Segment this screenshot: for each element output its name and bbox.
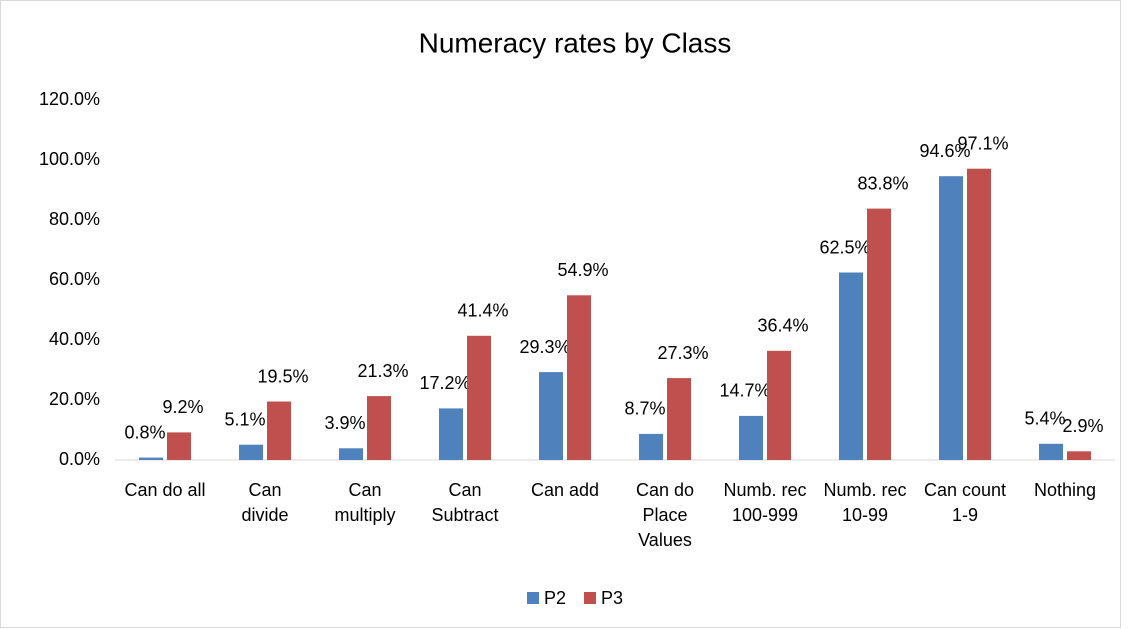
data-label: 5.4% (1024, 409, 1065, 429)
x-tick-label: Can do all (124, 480, 206, 500)
bar (567, 295, 591, 460)
data-label: 54.9% (557, 260, 608, 280)
legend-swatch (584, 592, 596, 604)
x-tick-label: Can Subtract (431, 480, 499, 525)
x-tick-label: Can multiply (334, 480, 396, 525)
y-tick-label: 80.0% (49, 209, 100, 229)
data-label: 29.3% (519, 337, 570, 357)
y-tick-label: 40.0% (49, 329, 100, 349)
data-label: 2.9% (1062, 416, 1103, 436)
bar (839, 272, 863, 460)
data-label: 3.9% (324, 413, 365, 433)
bar (739, 415, 763, 460)
bar (967, 168, 991, 460)
x-tick-label: Nothing (1033, 480, 1097, 500)
bar (667, 378, 691, 460)
x-tick-label: Numb. rec 10-99 (823, 480, 907, 525)
data-label: 0.8% (124, 422, 165, 442)
bar (339, 448, 363, 460)
bar (767, 350, 791, 460)
bar (939, 176, 963, 460)
x-tick-label: Numb. rec 100-999 (723, 480, 807, 525)
x-tick-label: Can divide (241, 480, 289, 525)
y-tick-label: 100.0% (39, 149, 100, 169)
bar (1067, 451, 1091, 460)
data-label: 14.7% (719, 381, 770, 401)
y-tick-label: 120.0% (39, 89, 100, 109)
data-label: 97.1% (957, 133, 1008, 153)
data-label: 5.1% (224, 409, 265, 429)
bar (1039, 443, 1063, 460)
y-tick-label: 20.0% (49, 389, 100, 409)
data-label: 19.5% (257, 366, 308, 386)
x-tick-label: Can count 1-9 (923, 480, 1007, 525)
y-tick-label: 0.0% (59, 449, 100, 469)
legend-label: P3 (601, 588, 623, 608)
bar (139, 457, 163, 460)
data-label: 21.3% (357, 361, 408, 381)
legend-label: P2 (544, 588, 566, 608)
chart-title: Numeracy rates by Class (419, 27, 732, 58)
bar (367, 396, 391, 460)
data-label: 8.7% (624, 399, 665, 419)
data-label: 9.2% (162, 397, 203, 417)
bar (239, 444, 263, 460)
data-label: 41.4% (457, 301, 508, 321)
bar (639, 433, 663, 460)
x-tick-label: Can do Place Values (635, 480, 695, 550)
legend-swatch (527, 592, 539, 604)
data-label: 17.2% (419, 373, 470, 393)
data-label: 83.8% (857, 173, 908, 193)
x-tick-label: Can add (530, 480, 600, 500)
bar (867, 208, 891, 460)
bar (439, 408, 463, 460)
data-label: 62.5% (819, 237, 870, 257)
y-tick-label: 60.0% (49, 269, 100, 289)
data-label: 27.3% (657, 343, 708, 363)
bar (467, 335, 491, 460)
data-label: 36.4% (757, 316, 808, 336)
data-label: 94.6% (919, 141, 970, 161)
bar (539, 372, 563, 460)
bar (267, 401, 291, 460)
bar (167, 432, 191, 460)
